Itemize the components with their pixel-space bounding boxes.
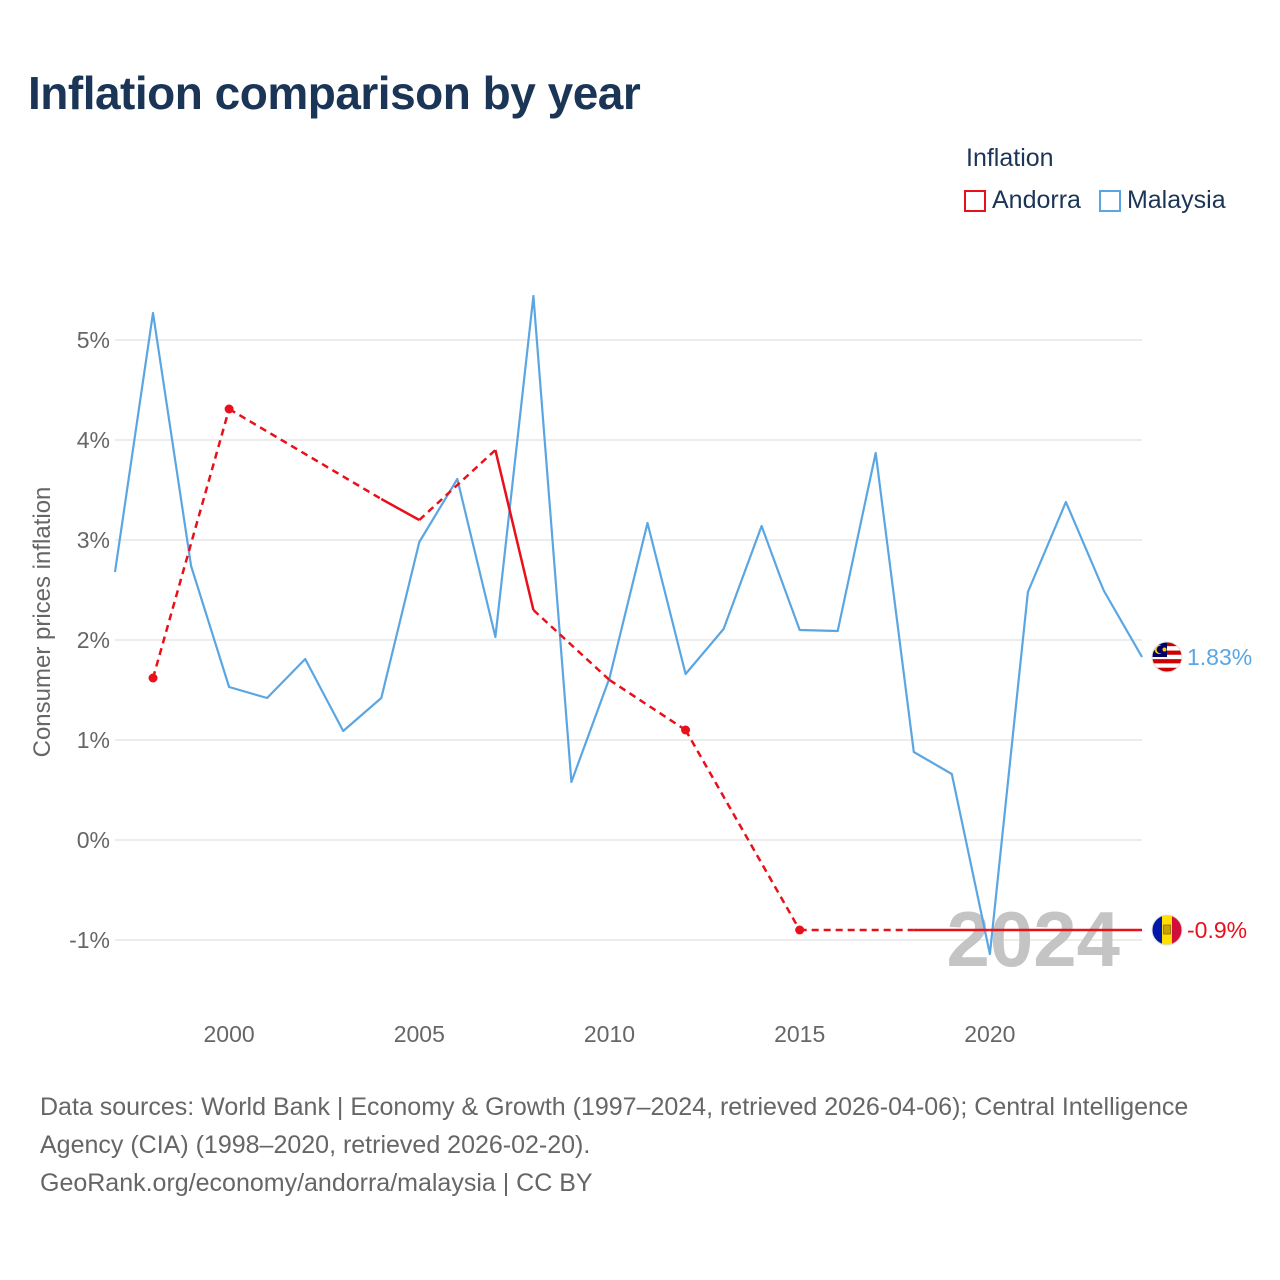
- chart-title: Inflation comparison by year: [28, 67, 641, 119]
- footer: Data sources: World Bank | Economy & Gro…: [40, 1088, 1240, 1202]
- data-point[interactable]: [148, 673, 158, 683]
- line-segment: [151, 408, 231, 679]
- x-tick-label: 2015: [774, 1021, 825, 1047]
- x-tick-label: 2005: [394, 1021, 445, 1047]
- y-tick-label: 2%: [77, 627, 110, 653]
- data-sources: Data sources: World Bank | Economy & Gro…: [40, 1093, 1189, 1159]
- legend-item-malaysia[interactable]: Malaysia: [1098, 186, 1226, 215]
- y-tick-label: 0%: [77, 827, 110, 853]
- line-segment: [418, 449, 497, 521]
- line-segment: [228, 407, 382, 501]
- end-labels: 1.83% -0.9%: [1151, 641, 1252, 946]
- x-tick-label: 2000: [204, 1021, 255, 1047]
- line-segment: [684, 729, 801, 931]
- x-tick-label: 2020: [964, 1021, 1015, 1047]
- source-link[interactable]: GeoRank.org/economy/andorra/malaysia | C…: [40, 1169, 593, 1197]
- series-andorra[interactable]: [148, 404, 1142, 935]
- data-point[interactable]: [795, 925, 805, 935]
- grid-lines: [115, 339, 1142, 941]
- line-segment: [494, 449, 535, 611]
- y-tick-labels: 5% 4% 3% 2% 1% 0% -1%: [69, 327, 110, 953]
- line-path: [113, 294, 1143, 956]
- legend: Andorra Malaysia: [964, 186, 1244, 215]
- line-segment: [380, 497, 420, 522]
- y-axis-label: Consumer prices inflation: [29, 487, 56, 758]
- legend-label-andorra: Andorra: [992, 186, 1081, 214]
- y-tick-label: 4%: [77, 427, 110, 453]
- y-tick-label: 3%: [77, 527, 110, 553]
- end-value-label: -0.9%: [1187, 917, 1247, 943]
- legend-swatch-malaysia: [1098, 189, 1121, 212]
- data-point[interactable]: [224, 404, 234, 414]
- malaysia-flag-icon: [1151, 641, 1183, 673]
- line-segment: [532, 609, 611, 681]
- legend-label-malaysia: Malaysia: [1126, 186, 1226, 214]
- line-segment: [608, 678, 687, 732]
- legend-item-andorra[interactable]: Andorra: [964, 186, 1081, 215]
- legend-swatch-andorra: [964, 189, 986, 212]
- series-layer: [113, 294, 1143, 956]
- year-watermark: 2024: [946, 895, 1120, 983]
- legend-title: Inflation: [966, 144, 1054, 172]
- y-tick-label: 1%: [77, 727, 110, 753]
- data-point[interactable]: [681, 725, 691, 735]
- andorra-flag-icon: [1151, 914, 1183, 946]
- x-tick-label: 2010: [584, 1021, 635, 1047]
- y-tick-label: 5%: [77, 327, 110, 353]
- end-value-label: 1.83%: [1187, 644, 1252, 670]
- series-malaysia[interactable]: [113, 294, 1143, 956]
- x-tick-labels: 2000 2005 2010 2015 2020: [204, 1021, 1016, 1047]
- y-tick-label: -1%: [69, 927, 110, 953]
